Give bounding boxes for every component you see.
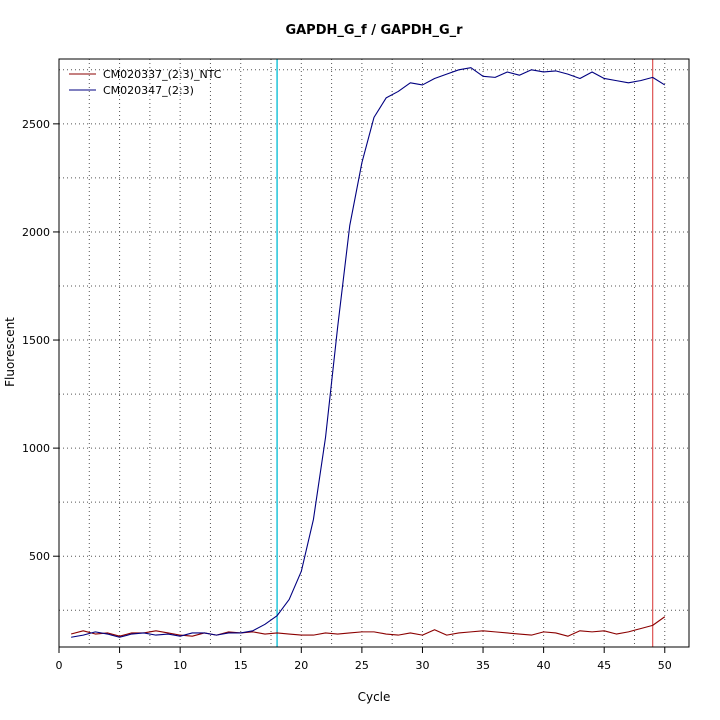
series-line-1 [71, 67, 666, 638]
legend-label-0: CM020337_(2:3)_NTC [103, 68, 222, 81]
x-tick-label: 25 [355, 659, 369, 672]
y-tick-label: 1000 [22, 442, 50, 455]
x-tick-label: 40 [537, 659, 551, 672]
y-tick-label: 500 [29, 550, 50, 563]
x-tick-label: 20 [294, 659, 308, 672]
x-tick-label: 5 [116, 659, 123, 672]
x-tick-label: 30 [415, 659, 429, 672]
y-axis-label: Fluorescent [3, 317, 17, 387]
y-tick-label: 1500 [22, 334, 50, 347]
legend-label-1: CM020347_(2:3) [103, 84, 194, 97]
chart-title: GAPDH_G_f / GAPDH_G_r [285, 23, 463, 38]
legend: CM020337_(2:3)_NTC CM020347_(2:3) [69, 68, 222, 97]
x-tick-label: 15 [234, 659, 248, 672]
x-tick-label: 45 [597, 659, 611, 672]
axes-layer: 0 5 10 15 20 25 30 35 40 45 50 500 1000 1500 2000 2500 [22, 58, 690, 672]
x-tick-label: 0 [56, 659, 63, 672]
y-tick-label: 2000 [22, 226, 50, 239]
x-axis-label: Cycle [358, 690, 391, 704]
series-layer [70, 67, 666, 638]
y-tick-label: 2500 [22, 118, 50, 131]
x-tick-label: 10 [173, 659, 187, 672]
x-tick-label: 50 [658, 659, 672, 672]
threshold-lines [276, 59, 654, 647]
x-tick-label: 35 [476, 659, 490, 672]
plot-frame [58, 58, 690, 648]
grid-layer [59, 59, 689, 647]
series-line-0 [70, 616, 666, 637]
